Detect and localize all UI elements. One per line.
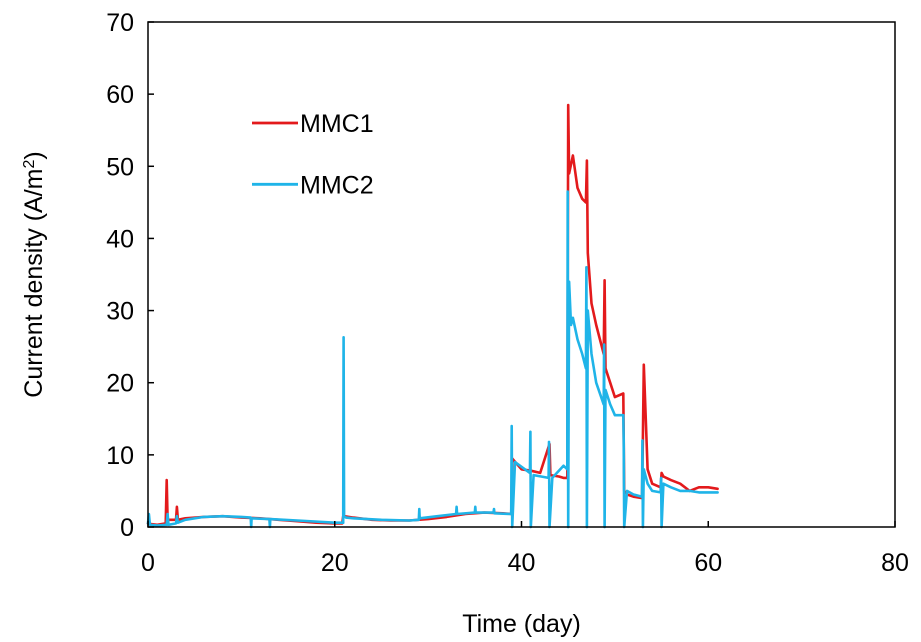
x-tick-label: 20 (321, 549, 349, 577)
x-tick-label: 40 (508, 549, 536, 577)
y-axis-title-suffix: ) (20, 151, 48, 159)
y-axis-ticks: 0 10 20 30 40 50 60 70 (106, 9, 154, 542)
y-tick-label: 20 (106, 370, 134, 398)
legend-label-mmc1: MMC1 (300, 110, 374, 138)
x-axis-title: Time (day) (462, 610, 581, 638)
x-tick-label: 80 (881, 549, 909, 577)
x-axis-ticks: 0 20 40 60 80 (141, 521, 909, 577)
y-tick-label: 0 (120, 514, 134, 542)
y-tick-label: 60 (106, 81, 134, 109)
y-axis-title: Current density (A/m2) (20, 151, 48, 397)
legend: MMC1 MMC2 (252, 110, 374, 199)
y-tick-label: 30 (106, 298, 134, 326)
series-line-mmc2 (146, 190, 719, 529)
plot-lines (146, 103, 719, 529)
y-axis-title-main: Current density (A/m (20, 168, 48, 397)
y-tick-label: 70 (106, 9, 134, 37)
y-axis-title-superscript: 2 (21, 159, 38, 168)
y-tick-label: 40 (106, 225, 134, 253)
x-tick-label: 0 (141, 549, 155, 577)
y-tick-label: 50 (106, 153, 134, 181)
y-tick-label: 10 (106, 442, 134, 470)
legend-label-mmc2: MMC2 (300, 171, 374, 199)
x-tick-label: 60 (694, 549, 722, 577)
